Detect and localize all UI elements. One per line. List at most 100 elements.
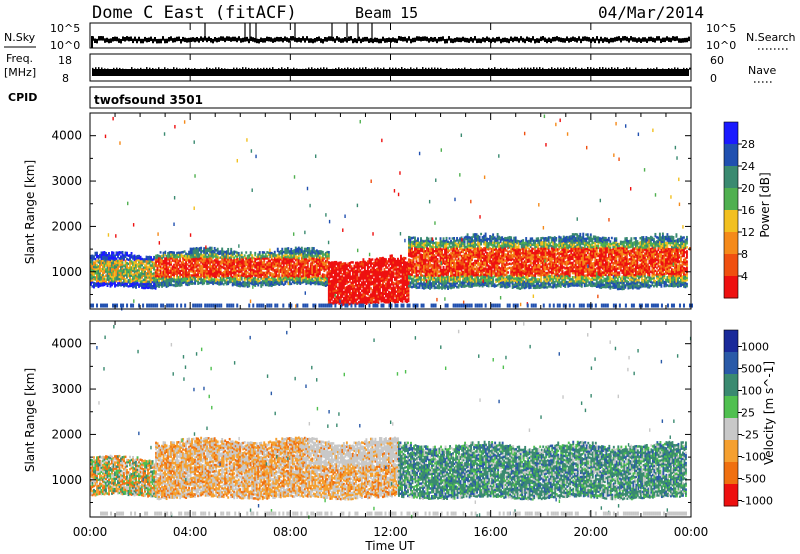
range-cell [204,275,207,279]
range-cell [392,261,395,264]
range-cell [231,277,234,281]
range-cell [401,267,404,271]
range-cell [353,287,356,290]
range-cell [357,294,360,298]
range-cell [424,251,427,255]
range-cell [372,267,375,271]
range-cell [392,285,395,289]
range-cell [408,276,410,280]
range-cell [387,284,390,288]
range-cell [395,261,398,265]
range-cell [230,251,233,255]
range-cell [360,273,363,276]
range-cell [296,280,299,283]
freq-sample [239,68,241,71]
range-cell [126,261,128,265]
range-cell [127,270,130,274]
range-cell [342,276,345,280]
range-cell [403,297,405,301]
range-cell [429,279,431,282]
range-cell [406,300,408,304]
range-cell [201,262,204,265]
nsky-sample [514,36,516,42]
range-cell [282,265,285,268]
range-cell [222,254,225,257]
range-cell [249,253,252,256]
range-cell [423,285,425,288]
range-cell [203,249,206,252]
range-cell [246,275,249,278]
range-cell [430,249,433,252]
range-cell [246,281,249,284]
range-cell [177,251,180,254]
range-cell [442,286,445,289]
range-cell [215,269,218,272]
range-cell [182,281,185,284]
range-cell [170,261,173,264]
range-cell [90,256,92,260]
range-cell [317,250,320,253]
range-cell [330,287,333,291]
range-cell [450,260,453,263]
freq-sample [425,67,427,70]
range-cell [177,259,180,263]
range-cell [233,277,236,280]
range-cell [93,261,95,264]
nsky-sample [122,36,124,41]
range-cell [329,274,332,277]
range-cell [341,285,344,288]
range-cell [321,250,324,254]
range-cell [120,273,122,277]
range-cell [398,280,401,283]
range-cell [165,279,168,282]
range-cell [318,258,321,261]
range-cell [366,274,369,278]
range-cell [96,265,98,269]
range-cell [168,253,171,256]
range-cell [284,255,287,259]
range-cell [93,265,95,268]
freq-sample [197,68,199,71]
range-cell [326,271,329,274]
range-cell [239,280,242,284]
range-cell [257,273,260,277]
range-cell [326,267,329,270]
range-cell [386,266,389,269]
range-cell [354,294,357,297]
nsky-sample [424,36,426,41]
range-cell [112,274,115,277]
range-cell [270,258,273,261]
range-cell [372,261,375,265]
range-cell [294,264,297,268]
range-cell [288,278,291,282]
range-cell [183,262,186,266]
nsky-sample [116,36,118,42]
range-cell [123,254,125,257]
range-cell [177,261,180,265]
range-cell [288,274,291,278]
range-cell [222,279,225,282]
range-cell [317,280,320,284]
range-cell [106,284,109,288]
range-cell [287,261,290,264]
range-cell [165,271,168,274]
range-cell [182,254,185,258]
range-cell [291,252,294,255]
range-cell [326,275,329,278]
range-cell [93,271,95,275]
range-cell [179,274,182,277]
freq-sample [383,67,385,70]
range-cell [418,247,421,251]
range-cell [429,246,431,249]
range-cell [414,238,416,242]
nsky-sample [302,36,304,41]
range-cell [258,261,261,264]
range-cell [248,278,251,282]
range-cell [327,292,330,296]
range-cell [363,301,366,304]
range-cell [201,258,204,261]
range-cell [204,269,207,273]
range-cell [257,257,260,260]
range-cell [363,281,366,284]
range-cell [161,273,164,276]
